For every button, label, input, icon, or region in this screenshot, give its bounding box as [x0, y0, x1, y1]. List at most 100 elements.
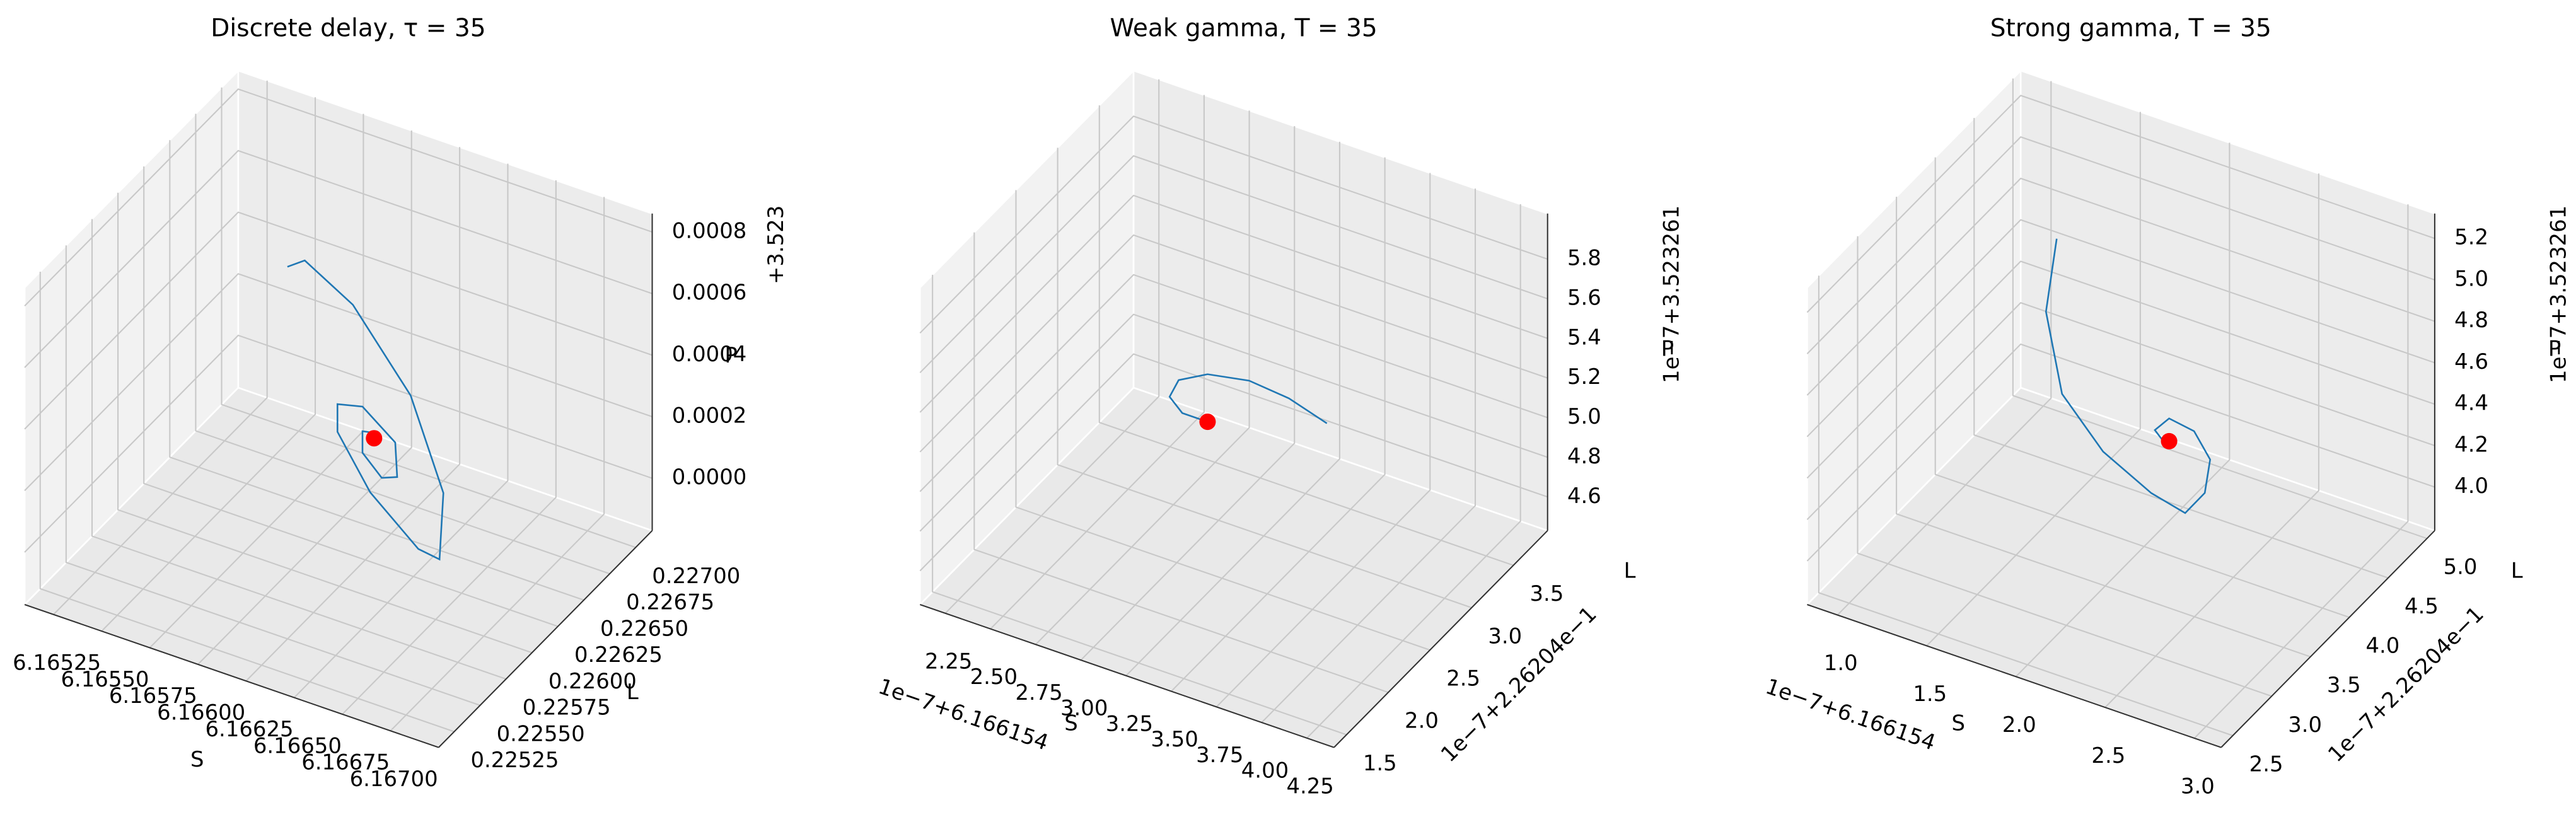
y-axis-label: L [1624, 558, 1636, 582]
equilibrium-point [366, 430, 383, 447]
grid-line [1171, 157, 1386, 692]
grid-line [169, 140, 584, 601]
subplot-title: Strong gamma, T = 35 [1990, 14, 2271, 42]
z-offset-text: 1e−7+3.523261 [2546, 206, 2570, 383]
grid-line [221, 87, 636, 548]
z-tick-label: 4.2 [2454, 432, 2488, 456]
z-tick-label: 0.0004 [672, 342, 746, 366]
x-offset-text: 1e−7+6.166154 [1763, 674, 1939, 755]
grid-line [990, 95, 1205, 630]
x-tick-label: 3.50 [1151, 727, 1198, 751]
y-tick-label: 4.5 [2405, 594, 2439, 618]
y-axis-label: L [2511, 558, 2523, 582]
x-tick-label: 6.16675 [301, 750, 390, 775]
x-tick-label: 6.16550 [61, 667, 149, 692]
trajectory-line [287, 259, 444, 561]
trajectory-line [2045, 238, 2212, 514]
grid-line [1806, 177, 2435, 396]
z-tick-label: 4.8 [2454, 308, 2488, 332]
y-tick-label: 3.0 [1488, 623, 1522, 648]
x-tick-label: 2.0 [2002, 712, 2036, 737]
grid-line [2015, 142, 2231, 678]
z-tick-label: 5.4 [1567, 325, 1601, 349]
grid-line [197, 130, 412, 665]
grid-line [1857, 236, 2272, 697]
y-tick-label: 1.5 [1363, 751, 1397, 775]
y-tick-label: 2.5 [1446, 666, 1480, 691]
y-axis-line [2220, 530, 2435, 748]
z-tick-label: 4.0 [2454, 473, 2488, 498]
y-tick-label: 0.22700 [652, 564, 740, 588]
grid-line [1934, 157, 2350, 618]
grid-line [1306, 204, 1521, 739]
grid-line [293, 163, 509, 698]
z-tick-label: 4.4 [2454, 391, 2488, 415]
grid-line [1806, 95, 2435, 313]
grid-line [919, 353, 1548, 572]
z-tick-label: 4.6 [1567, 484, 1601, 508]
x-tick-label: 6.16650 [253, 733, 342, 758]
x-tick-label: 1.5 [1913, 681, 1947, 706]
x-axis-label: S [1064, 711, 1077, 736]
x-tick-label: 2.75 [1015, 680, 1062, 705]
x-tick-label: 2.5 [2091, 743, 2125, 768]
grid-line [1896, 197, 2311, 658]
y-tick-label: 0.22575 [523, 695, 611, 720]
y-axis-line [438, 530, 653, 748]
grid-line [919, 155, 1548, 373]
grid-line [973, 232, 1389, 693]
z-tick-label: 5.8 [1567, 246, 1601, 270]
grid-line [39, 271, 455, 733]
x-tick-label: 6.16575 [109, 683, 197, 708]
y-tick-label: 0.22525 [470, 748, 559, 772]
y-tick-label: 0.22550 [497, 721, 585, 746]
x-tick-label: 3.00 [1060, 696, 1108, 721]
y-tick-label: 2.5 [2249, 751, 2283, 776]
grid-line [1926, 112, 2141, 647]
z-tick-label: 5.2 [2454, 225, 2488, 250]
grid-line [1806, 302, 2435, 520]
y-tick-label: 3.5 [1530, 581, 1564, 606]
y-axis-label: L [627, 680, 639, 704]
z-tick-label: 5.0 [2454, 266, 2488, 291]
grid-line [245, 147, 461, 681]
grid-line [1015, 190, 1430, 651]
x-tick-label: 6.16700 [350, 767, 438, 791]
x-axis-line [1807, 603, 2222, 748]
grid-line [24, 149, 653, 368]
x-tick-label: 3.75 [1196, 743, 1243, 767]
y-tick-label: 0.22600 [548, 669, 637, 693]
grid-line [195, 113, 610, 575]
grid-line [53, 80, 268, 615]
x-tick-label: 3.25 [1106, 711, 1153, 736]
x-tick-label: 1.0 [1824, 651, 1858, 675]
x-tick-label: 3.0 [2181, 774, 2215, 799]
x-tick-label: 6.16600 [157, 700, 245, 725]
grid-line [24, 334, 653, 553]
y-tick-label: 0.22625 [574, 642, 663, 667]
x-axis-line [24, 603, 439, 748]
z-tick-label: 5.0 [1567, 404, 1601, 429]
y-tick-label: 3.5 [2327, 673, 2361, 697]
z-tick-label: 0.0006 [672, 280, 746, 304]
grid-line [919, 234, 1548, 453]
grid-line [101, 97, 316, 632]
x-axis-label: S [1951, 711, 1964, 736]
grid-line [1836, 81, 2052, 616]
grid-line [1035, 110, 1250, 646]
grid-line [1261, 188, 1477, 723]
grid-line [919, 194, 1548, 413]
grid-line [24, 273, 653, 492]
grid-line [932, 274, 1347, 736]
z-tick-label: 4.8 [1567, 444, 1601, 468]
grid-line [919, 313, 1548, 532]
grid-line [1057, 148, 1472, 608]
grid-line [143, 166, 559, 627]
x-tick-label: 2.50 [970, 664, 1018, 689]
grid-line [1125, 141, 1340, 676]
grid-line [919, 115, 1548, 334]
z-offset-text: +3.523 [763, 206, 788, 284]
grid-line [1806, 219, 2435, 437]
